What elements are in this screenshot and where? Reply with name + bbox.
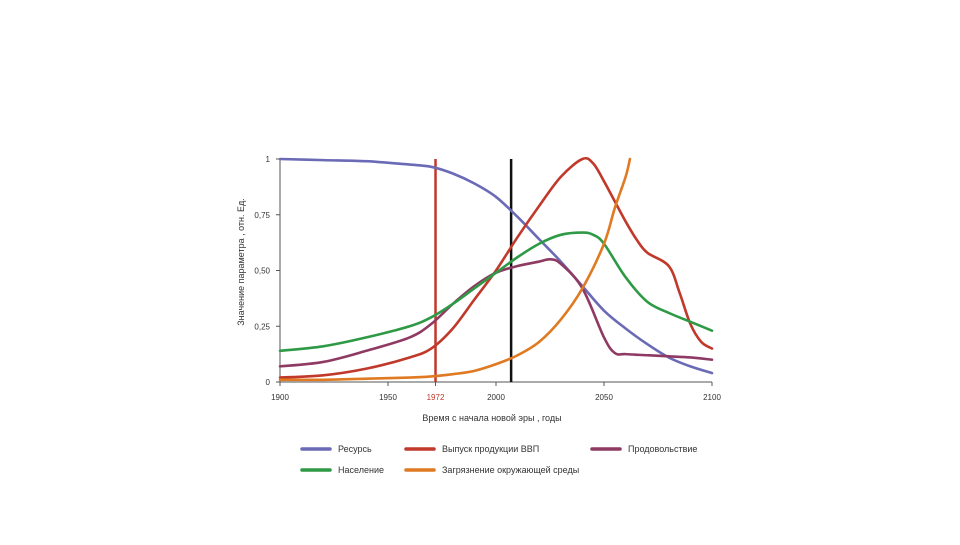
legend-item-gdp: Выпуск продукции ВВП: [404, 444, 539, 454]
legend-label-pollution: Загрязнение окружающей среды: [442, 465, 579, 475]
y-tick-label: 0,50: [254, 267, 270, 276]
y-ticks: 0 0,25 0,50 0,75 1: [254, 155, 280, 387]
y-axis-title: Значение параметра , отн. Ед.: [236, 198, 246, 326]
legend-label-gdp: Выпуск продукции ВВП: [442, 444, 539, 454]
legend-item-population: Население: [300, 465, 384, 475]
legend-label-resource: Ресурсь: [338, 444, 372, 454]
x-ticks: 1900 1950 1972 2000 2050 2100: [271, 382, 721, 402]
x-tick-label: 2000: [487, 393, 505, 402]
series-line-pollution: [278, 157, 632, 382]
legend-label-population: Население: [338, 465, 384, 475]
series-line-gdp: [278, 156, 714, 379]
y-tick-label: 0,25: [254, 322, 270, 331]
x-tick-label: 2050: [595, 393, 613, 402]
y-tick-label: 0: [266, 378, 271, 387]
y-tick-label: 1: [266, 155, 271, 164]
series-line-food: [278, 257, 714, 368]
legend-item-resource: Ресурсь: [300, 444, 372, 454]
legend-label-food: Продовольствие: [628, 444, 697, 454]
series-lines: [278, 156, 714, 382]
x-tick-label: 1900: [271, 393, 289, 402]
legend: Ресурсь Выпуск продукции ВВП Продовольстви…: [300, 444, 697, 475]
x-tick-label: 2100: [703, 393, 721, 402]
x-axis-title: Время с начала новой эры , годы: [422, 413, 561, 423]
series-line-population: [278, 231, 714, 353]
series-line-resource: [278, 157, 714, 375]
legend-item-food: Продовольствие: [590, 444, 697, 454]
legend-item-pollution: Загрязнение окружающей среды: [404, 465, 579, 475]
x-tick-label: 1972: [427, 393, 445, 402]
x-tick-label: 1950: [379, 393, 397, 402]
y-tick-label: 0,75: [254, 211, 270, 220]
